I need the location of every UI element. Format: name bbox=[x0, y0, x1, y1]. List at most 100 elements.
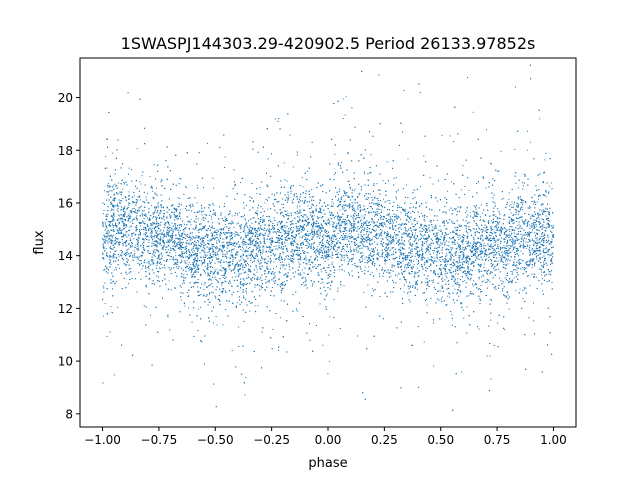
data-point bbox=[218, 239, 220, 241]
data-point bbox=[501, 258, 503, 260]
data-point bbox=[535, 276, 537, 278]
data-point bbox=[146, 262, 148, 264]
data-point bbox=[313, 266, 315, 268]
data-point bbox=[548, 185, 550, 187]
data-point bbox=[278, 279, 280, 281]
data-point bbox=[215, 236, 217, 238]
data-point bbox=[437, 282, 439, 284]
data-point bbox=[208, 247, 210, 249]
data-point bbox=[110, 306, 112, 308]
data-point bbox=[473, 280, 475, 282]
data-point bbox=[178, 202, 180, 204]
data-point bbox=[124, 227, 126, 229]
data-point bbox=[454, 209, 456, 211]
data-point bbox=[164, 235, 166, 237]
data-point bbox=[357, 209, 359, 211]
data-point bbox=[409, 207, 411, 209]
data-point bbox=[332, 238, 334, 240]
data-point bbox=[317, 246, 319, 248]
data-point bbox=[163, 246, 165, 248]
data-point bbox=[223, 241, 225, 243]
data-point bbox=[231, 276, 233, 278]
data-point bbox=[329, 238, 331, 240]
data-point bbox=[114, 183, 116, 185]
data-point bbox=[498, 230, 500, 232]
data-point bbox=[550, 243, 552, 245]
data-point bbox=[420, 212, 422, 214]
data-point bbox=[221, 270, 223, 272]
data-point bbox=[403, 231, 405, 233]
data-point bbox=[465, 275, 467, 277]
data-point bbox=[427, 268, 429, 270]
data-point bbox=[527, 245, 529, 247]
data-point bbox=[545, 242, 547, 244]
data-point bbox=[175, 252, 177, 254]
data-point bbox=[408, 211, 410, 213]
data-point bbox=[303, 230, 305, 232]
data-point bbox=[509, 281, 511, 283]
data-point bbox=[267, 281, 269, 283]
data-point bbox=[270, 254, 272, 256]
data-point bbox=[160, 229, 162, 231]
data-point bbox=[406, 213, 408, 215]
data-point bbox=[195, 271, 197, 273]
data-point bbox=[202, 186, 204, 188]
data-point bbox=[494, 249, 496, 251]
data-point bbox=[213, 292, 215, 294]
data-point bbox=[412, 266, 414, 268]
data-point bbox=[279, 271, 281, 273]
data-point bbox=[489, 272, 491, 274]
data-point bbox=[159, 210, 161, 212]
data-point bbox=[262, 245, 264, 247]
data-point bbox=[264, 279, 266, 281]
data-point bbox=[236, 262, 238, 264]
data-point bbox=[296, 221, 298, 223]
data-point bbox=[284, 210, 286, 212]
data-point bbox=[353, 220, 355, 222]
data-point bbox=[253, 243, 255, 245]
data-point bbox=[160, 217, 162, 219]
data-point bbox=[454, 263, 456, 265]
data-point bbox=[148, 230, 150, 232]
data-point bbox=[496, 221, 498, 223]
data-point bbox=[135, 246, 137, 248]
data-point bbox=[489, 355, 491, 357]
data-point bbox=[176, 227, 178, 229]
data-point bbox=[352, 225, 354, 227]
data-point bbox=[468, 295, 470, 297]
data-point bbox=[170, 249, 172, 251]
data-point bbox=[522, 204, 524, 206]
data-point bbox=[417, 261, 419, 263]
data-point bbox=[179, 209, 181, 211]
data-point bbox=[244, 225, 246, 227]
data-point bbox=[417, 271, 419, 273]
data-point bbox=[456, 230, 458, 232]
data-point bbox=[501, 251, 503, 253]
data-point bbox=[455, 270, 457, 272]
data-point bbox=[212, 322, 214, 324]
data-point bbox=[436, 290, 438, 292]
data-point bbox=[511, 250, 513, 252]
data-point bbox=[165, 231, 167, 233]
data-point bbox=[190, 224, 192, 226]
data-point bbox=[197, 308, 199, 310]
data-point bbox=[115, 241, 117, 243]
data-point bbox=[528, 274, 530, 276]
data-point bbox=[148, 272, 150, 274]
data-point bbox=[180, 254, 182, 256]
data-point bbox=[472, 262, 474, 264]
data-point bbox=[442, 232, 443, 234]
data-point bbox=[330, 217, 332, 219]
data-point bbox=[302, 215, 304, 217]
data-point bbox=[224, 156, 226, 158]
data-point bbox=[542, 239, 544, 241]
data-point bbox=[532, 302, 534, 304]
data-point bbox=[300, 212, 302, 214]
data-point bbox=[216, 240, 218, 242]
data-point bbox=[410, 207, 412, 209]
data-point bbox=[338, 269, 340, 271]
data-point bbox=[130, 245, 132, 247]
data-point bbox=[163, 233, 165, 235]
data-point bbox=[445, 304, 447, 306]
data-point bbox=[175, 259, 177, 261]
